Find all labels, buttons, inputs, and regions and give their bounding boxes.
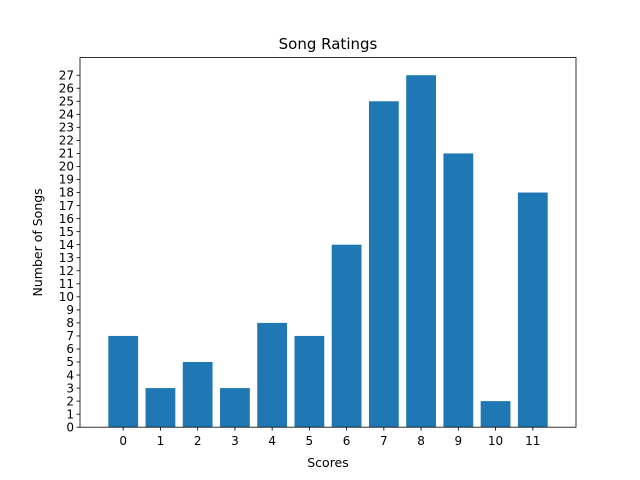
y-tick-label: 12 bbox=[59, 264, 74, 278]
y-tick-label: 10 bbox=[59, 290, 74, 304]
bar-3 bbox=[220, 388, 250, 428]
x-tick-label: 2 bbox=[194, 434, 202, 448]
x-tick-label: 8 bbox=[417, 434, 425, 448]
y-tick-label: 1 bbox=[66, 407, 74, 421]
x-tick-label: 9 bbox=[455, 434, 463, 448]
y-tick-label: 11 bbox=[59, 277, 74, 291]
x-ticks-group: 0 1 2 3 4 5 6 7 8 9 10 11 bbox=[119, 427, 540, 448]
plot-frame bbox=[79, 57, 577, 428]
x-tick-label: 10 bbox=[488, 434, 503, 448]
y-tick-label: 18 bbox=[59, 186, 74, 200]
bar-2 bbox=[182, 362, 213, 428]
x-tick-label: 0 bbox=[119, 434, 127, 448]
y-tick-label: 0 bbox=[66, 420, 74, 434]
bar-11 bbox=[517, 192, 548, 428]
y-tick-label: 14 bbox=[59, 238, 74, 252]
y-tick-label: 16 bbox=[59, 212, 74, 226]
y-tick-label: 13 bbox=[59, 251, 74, 265]
y-tick-label: 27 bbox=[59, 68, 74, 82]
x-tick-label: 5 bbox=[306, 434, 314, 448]
y-tick-label: 24 bbox=[59, 108, 74, 122]
x-tick-label: 6 bbox=[343, 434, 351, 448]
y-tick-label: 9 bbox=[66, 303, 74, 317]
bar-8 bbox=[406, 75, 436, 428]
y-tick-label: 25 bbox=[59, 94, 74, 108]
y-tick-label: 22 bbox=[59, 134, 74, 148]
y-tick-label: 7 bbox=[66, 329, 74, 343]
bar-9 bbox=[443, 153, 474, 428]
y-tick-label: 20 bbox=[59, 160, 74, 174]
bar-0 bbox=[108, 335, 139, 428]
bar-4 bbox=[257, 322, 288, 428]
y-tick-label: 26 bbox=[59, 81, 74, 95]
bars-group bbox=[108, 75, 548, 428]
x-tick-label: 11 bbox=[525, 434, 540, 448]
y-tick-label: 4 bbox=[66, 368, 74, 382]
x-axis-label: Scores bbox=[307, 455, 349, 470]
bar-6 bbox=[331, 244, 362, 428]
chart-title: Song Ratings bbox=[279, 35, 378, 53]
bar-1 bbox=[145, 388, 176, 428]
y-tick-label: 3 bbox=[66, 381, 74, 395]
bar-5 bbox=[294, 335, 325, 428]
x-tick-label: 3 bbox=[231, 434, 239, 448]
x-tick-label: 7 bbox=[380, 434, 388, 448]
y-tick-label: 23 bbox=[59, 121, 74, 135]
y-tick-label: 2 bbox=[66, 394, 74, 408]
y-tick-label: 21 bbox=[59, 147, 74, 161]
y-tick-label: 5 bbox=[66, 355, 74, 369]
x-tick-label: 4 bbox=[268, 434, 276, 448]
bar-7 bbox=[368, 101, 399, 428]
y-ticks-group: 0123456789101112131415161718192021222324… bbox=[59, 68, 80, 434]
y-tick-label: 8 bbox=[66, 316, 74, 330]
x-tick-label: 1 bbox=[157, 434, 165, 448]
y-tick-label: 15 bbox=[59, 225, 74, 239]
plot-area bbox=[80, 57, 576, 428]
y-axis-label: Number of Songs bbox=[30, 188, 45, 296]
y-tick-label: 6 bbox=[66, 342, 74, 356]
bar-10 bbox=[480, 401, 511, 428]
y-tick-label: 19 bbox=[59, 173, 74, 187]
y-tick-label: 17 bbox=[59, 199, 74, 213]
